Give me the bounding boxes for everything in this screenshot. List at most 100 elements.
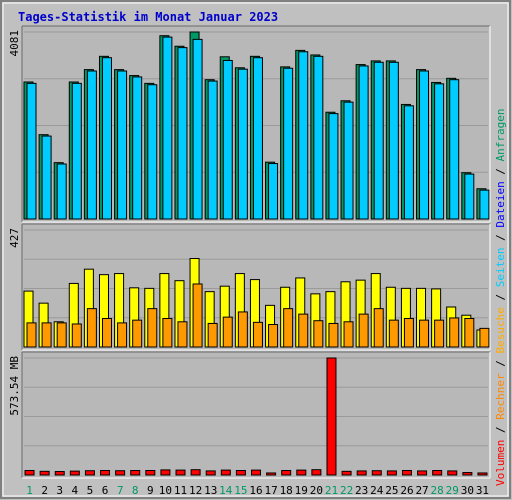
- dateien-bar: Dateien 1: 2960: [26, 82, 37, 220]
- besuche-bar: Besuche 31: 68: [479, 327, 490, 348]
- volumen-bar: Volumen 27: 20: [417, 470, 428, 476]
- panel-2: 427Seiten 1: 204Seiten 2: 160Seiten 3: 9…: [8, 223, 491, 351]
- day-label: 22: [340, 484, 353, 497]
- besuche-bar: Besuche 6: 104: [101, 318, 112, 348]
- besuche-bar: Besuche 19: 120: [298, 313, 309, 348]
- volumen-bar: Volumen 12: 26: [190, 469, 201, 476]
- day-label: 4: [72, 484, 79, 497]
- day-label: 21: [325, 484, 338, 497]
- besuche-bar: Besuche 17: 82: [268, 324, 279, 348]
- volumen-bar: Volumen 19: 24: [296, 469, 307, 476]
- besuche-bar: Besuche 18: 140: [283, 308, 294, 348]
- legend-right: Volumen / Rechner / Besuche / Seiten / D…: [494, 108, 507, 486]
- day-label: 16: [249, 484, 262, 497]
- y-axis-max-label: 573.54 MB: [8, 356, 21, 416]
- dateien-bar: Dateien 17: 1210: [268, 163, 279, 220]
- dateien-bar: Dateien 11: 3740: [177, 47, 188, 220]
- day-label: 30: [461, 484, 474, 497]
- day-label: 10: [159, 484, 172, 497]
- volumen-bar: Volumen 6: 22: [100, 470, 111, 476]
- day-label: 15: [234, 484, 247, 497]
- dateien-bar: Dateien 3: 1200: [56, 163, 67, 220]
- dateien-bar: Dateien 31: 630: [479, 189, 490, 220]
- dateien-bar: Dateien 27: 3230: [419, 70, 430, 220]
- besuche-bar: Besuche 9: 140: [147, 308, 158, 348]
- dateien-bar: Dateien 2: 1810: [41, 135, 52, 220]
- volumen-bar: Volumen 16: 24: [251, 469, 261, 476]
- y-axis-max-label: 427: [8, 228, 21, 248]
- besuche-bar: Besuche 21: 86: [328, 322, 339, 348]
- besuche-bar: Besuche 27: 98: [419, 319, 430, 348]
- day-label: 2: [41, 484, 48, 497]
- dateien-bar: Dateien 12: 3920: [192, 38, 203, 220]
- dateien-bar: Dateien 21: 2300: [328, 113, 339, 220]
- volumen-bar: Volumen 3: 17: [54, 471, 65, 476]
- besuche-bar: Besuche 23: 120: [358, 313, 369, 348]
- besuche-bar: Besuche 22: 92: [343, 321, 354, 348]
- besuche-bar: Besuche 14: 109: [222, 316, 233, 348]
- besuche-bar: Besuche 1: 88: [26, 322, 37, 348]
- dateien-bar: Dateien 24: 3420: [373, 61, 384, 220]
- dateien-bar: Dateien 15: 3270: [237, 68, 248, 220]
- dateien-bar: Dateien 8: 3100: [132, 76, 143, 220]
- besuche-bar: Besuche 20: 96: [313, 320, 324, 348]
- besuche-bar: Besuche 15: 128: [237, 311, 248, 348]
- besuche-bar: Besuche 26: 104: [403, 318, 414, 348]
- day-label: 6: [102, 484, 109, 497]
- day-label: 9: [147, 484, 154, 497]
- legend-item: /: [494, 228, 507, 248]
- volumen-bar: Volumen 21: 573.54: [326, 357, 337, 476]
- x-axis-day-labels: 1 2 3 4 5 6 7 8 9 10 11 12 13 14 15 16 17 18 19 20 21 22 23 24 2…: [26, 484, 489, 497]
- day-label: 8: [132, 484, 139, 497]
- dateien-bar: Dateien 26: 2470: [403, 105, 414, 220]
- day-label: 3: [56, 484, 63, 497]
- besuche-bar: Besuche 7: 88: [117, 322, 128, 348]
- day-label: 13: [204, 484, 217, 497]
- legend-item: Dateien: [494, 181, 507, 227]
- day-label: 17: [264, 484, 277, 497]
- volumen-bar: Volumen 8: 22: [130, 470, 141, 476]
- legend-item: Anfragen: [494, 108, 507, 161]
- legend-item: Seiten: [494, 248, 507, 288]
- dateien-bar: Dateien 7: 3230: [117, 70, 128, 220]
- besuche-bar: Besuche 12: 230: [192, 283, 203, 348]
- volumen-bar: Volumen 25: 20: [386, 470, 397, 476]
- besuche-bar: Besuche 13: 86: [207, 322, 218, 348]
- besuche-bar: Besuche 28: 98: [434, 319, 445, 348]
- day-label: 29: [446, 484, 459, 497]
- dateien-bar: Dateien 14: 3460: [222, 59, 233, 220]
- besuche-bar: Besuche 5: 140: [86, 308, 97, 348]
- y-axis-max-label: 4081: [8, 30, 21, 57]
- dateien-bar: Dateien 19: 3650: [298, 51, 309, 220]
- volumen-bar: Volumen 24: 21: [371, 470, 382, 476]
- day-label: 28: [431, 484, 444, 497]
- dateien-bar: Dateien 29: 3040: [449, 79, 460, 220]
- dateien-bar: Dateien 13: 3010: [207, 80, 218, 220]
- volumen-bar: Volumen 31: 10: [477, 472, 488, 476]
- legend-item: /: [494, 161, 507, 181]
- volumen-bar: Volumen 5: 21: [84, 470, 95, 476]
- day-label: 11: [174, 484, 187, 497]
- dateien-bar: Dateien 28: 2950: [434, 83, 445, 220]
- legend-item: Rechner: [494, 373, 507, 420]
- day-label: 1: [26, 484, 33, 497]
- dateien-bar: Dateien 23: 3340: [358, 65, 369, 220]
- volumen-bar: Volumen 2: 18: [39, 470, 50, 476]
- volumen-bar: Volumen 29: 20: [447, 470, 458, 476]
- day-label: 18: [280, 484, 293, 497]
- volumen-bar: Volumen 15: 22: [235, 470, 246, 476]
- day-label: 12: [189, 484, 202, 497]
- dateien-bar: Dateien 30: 980: [464, 173, 475, 220]
- besuche-bar: Besuche 11: 92: [177, 321, 188, 348]
- day-label: 5: [87, 484, 94, 497]
- besuche-bar: Besuche 16: 90: [252, 321, 263, 348]
- volumen-bar: Volumen 9: 22: [145, 470, 156, 476]
- day-label: 26: [400, 484, 413, 497]
- besuche-bar: Besuche 29: 106: [449, 317, 460, 348]
- day-label: 27: [415, 484, 428, 497]
- volumen-bar: Volumen 4: 19: [69, 470, 80, 476]
